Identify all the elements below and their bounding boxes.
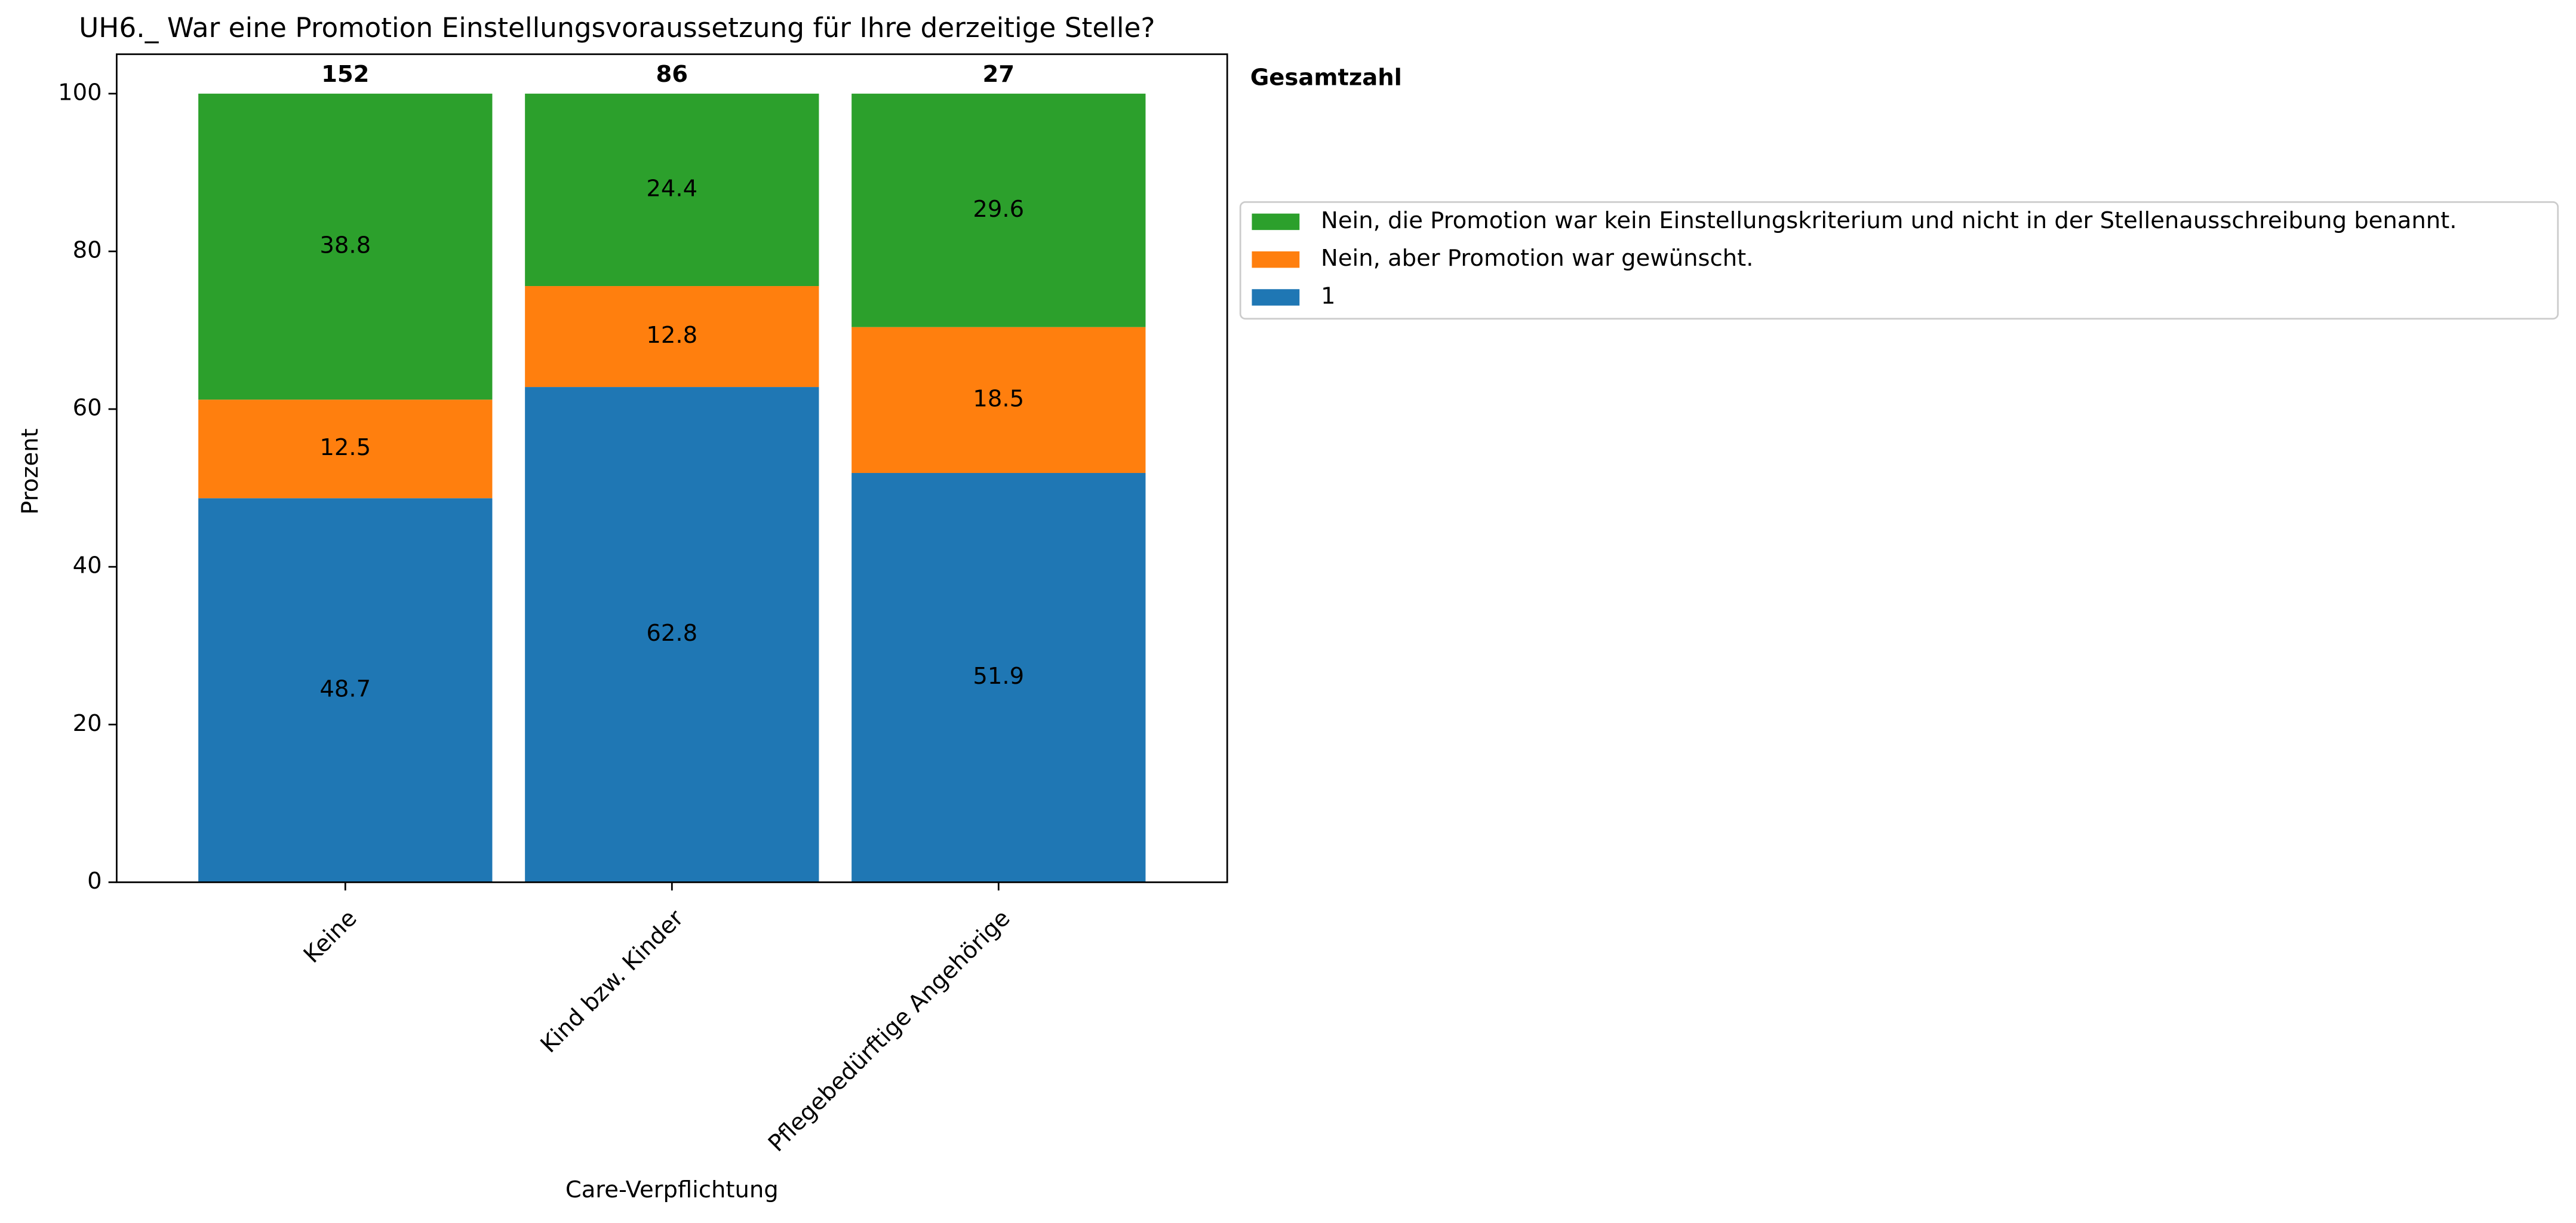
x-tick-label: Keine	[299, 905, 362, 969]
data-label: 12.5	[319, 434, 371, 461]
x-tick-label: Pflegebedürftige Angehörige	[763, 905, 1016, 1157]
legend-swatch	[1252, 289, 1300, 306]
data-label: 18.5	[973, 385, 1024, 412]
data-label: 48.7	[319, 675, 371, 702]
legend-swatch	[1252, 251, 1300, 268]
bar-segment	[525, 93, 819, 287]
legend-swatch	[1252, 213, 1300, 231]
y-tick-label: 100	[58, 79, 102, 106]
plot-frame	[116, 53, 1228, 883]
total-label: 152	[321, 61, 369, 88]
legend-label: Nein, die Promotion war kein Einstellung…	[1321, 207, 2457, 234]
bar-segment	[852, 473, 1146, 883]
bar-segment	[198, 400, 493, 499]
y-tick-label: 40	[73, 552, 102, 579]
data-label: 12.8	[646, 322, 697, 349]
y-tick-label: 20	[73, 710, 102, 737]
bar-segment	[198, 93, 493, 400]
totals-label: Gesamtzahl	[1250, 64, 1402, 91]
data-label: 62.8	[646, 620, 697, 647]
data-label: 38.8	[319, 232, 371, 259]
x-tick-label: Kind bzw. Kinder	[536, 905, 689, 1058]
data-label: 24.4	[646, 175, 697, 202]
y-tick-label: 60	[73, 395, 102, 422]
bar-segment	[852, 93, 1146, 327]
bar-segment	[525, 286, 819, 388]
chart-title: UH6._ War eine Promotion Einstellungsvor…	[79, 12, 1155, 44]
y-axis-label: Prozent	[17, 428, 44, 514]
data-label: 51.9	[973, 663, 1024, 690]
total-label: 86	[656, 61, 688, 88]
bar-segment	[525, 387, 819, 883]
legend-label: Nein, aber Promotion war gewünscht.	[1321, 245, 1754, 272]
total-label: 27	[983, 61, 1015, 88]
y-tick-label: 80	[73, 236, 102, 263]
legend-box	[1239, 201, 2559, 320]
bar-segment	[198, 498, 493, 883]
data-label: 29.6	[973, 196, 1024, 223]
x-axis-label: Care-Verpflichtung	[565, 1176, 779, 1203]
y-tick-label: 0	[87, 868, 102, 895]
legend-label: 1	[1321, 282, 1335, 309]
bar-segment	[852, 327, 1146, 474]
